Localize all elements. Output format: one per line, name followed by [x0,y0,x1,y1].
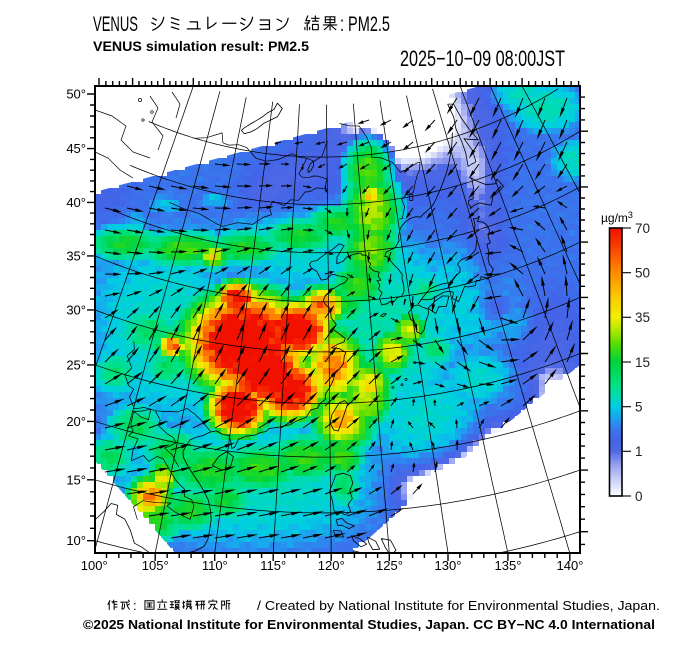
svg-text:VENUS: VENUS [93,13,138,36]
svg-text:µg/m3: µg/m3 [601,210,633,225]
svg-text:130°: 130° [435,558,462,573]
svg-text:100°: 100° [81,558,108,573]
svg-text:10°: 10° [66,533,86,548]
svg-text:5: 5 [635,400,643,415]
svg-text:: PM2.5: : PM2.5 [340,13,390,36]
svg-text:35: 35 [635,310,650,325]
svg-text:50°: 50° [66,87,86,102]
svg-text:70: 70 [635,221,650,236]
svg-text:1: 1 [635,444,643,459]
svg-text:45°: 45° [66,141,86,156]
svg-text::: : [133,598,137,613]
svg-text:50: 50 [635,266,650,281]
svg-text:115°: 115° [260,558,286,573]
svg-text:©2025 National Institute for E: ©2025 National Institute for Environment… [83,617,655,632]
svg-text:0: 0 [635,489,643,504]
svg-text:15°: 15° [66,473,86,488]
svg-text:/ Created by National Institut: / Created by National Institute for Envi… [257,598,660,613]
svg-text:120°: 120° [318,558,345,573]
svg-text:15: 15 [635,355,650,370]
svg-text:140°: 140° [557,558,584,573]
svg-text:35°: 35° [66,249,86,264]
svg-text:30°: 30° [66,303,86,318]
svg-text:125°: 125° [376,558,403,573]
svg-text:VENUS simulation result: PM2.5: VENUS simulation result: PM2.5 [93,39,309,55]
svg-text:2025−10−09 08:00JST: 2025−10−09 08:00JST [400,46,565,71]
svg-text:40°: 40° [66,195,86,210]
svg-text:25°: 25° [66,358,86,373]
svg-text:105°: 105° [142,558,169,573]
svg-text:135°: 135° [495,558,522,573]
svg-text:20°: 20° [66,414,86,429]
svg-text:110°: 110° [202,558,228,573]
